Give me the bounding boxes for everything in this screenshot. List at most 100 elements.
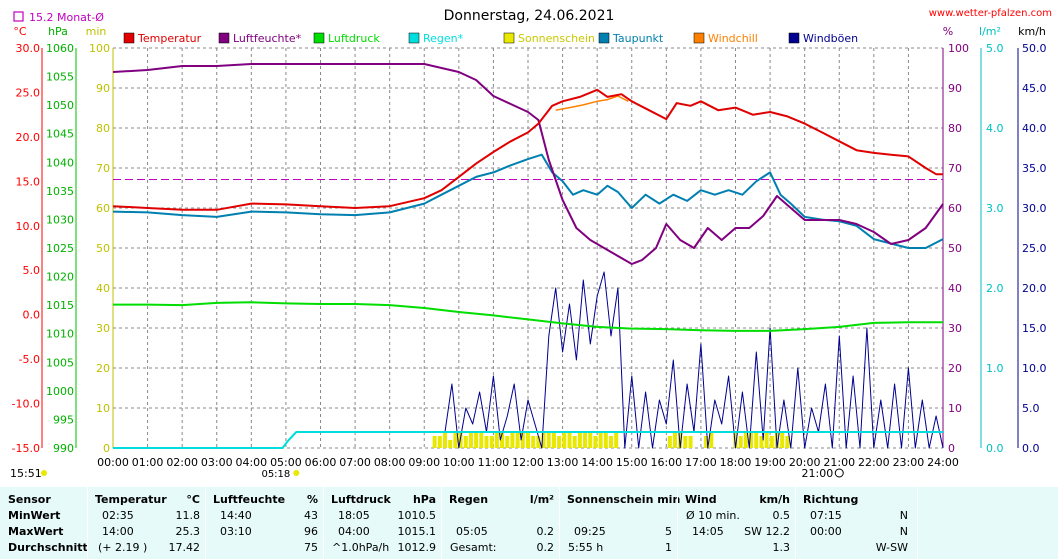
x-tick-label: 09:00 xyxy=(408,456,440,469)
temperatur-max-time: 14:00 xyxy=(102,525,134,538)
sunshine-bar xyxy=(688,436,693,448)
legend-label: Luftdruck xyxy=(328,32,380,45)
wind-unit: km/h xyxy=(759,493,790,506)
sunshine-bar xyxy=(515,432,520,448)
luftdruck-column: Luftdruck hPa 18:05 1010.5 04:00 1015.1 … xyxy=(323,487,442,559)
sunshine-bar xyxy=(551,432,556,448)
luftfeuchte-min-value: 43 xyxy=(304,509,318,522)
sunshine-bar xyxy=(500,432,505,448)
sunset-label: 21:00 xyxy=(802,467,834,480)
x-tick-label: 23:00 xyxy=(893,456,925,469)
legend-label: Taupunkt xyxy=(612,32,664,45)
rain-unit-label: l/m² xyxy=(979,25,1001,38)
pressure-unit-label: hPa xyxy=(48,25,68,38)
x-tick-label: 20:00 xyxy=(789,456,821,469)
sunshine-bar xyxy=(603,432,608,448)
minutes-tick-label: 20 xyxy=(96,362,110,375)
sunshine-bar xyxy=(468,432,473,448)
legend-swatch xyxy=(123,32,135,44)
x-tick-label: 18:00 xyxy=(720,456,752,469)
minutes-tick-label: 70 xyxy=(96,162,110,175)
wind-tick-label: 20.0 xyxy=(1022,282,1047,295)
minutes-tick-label: 0 xyxy=(103,442,110,455)
humidity-tick-label: 20 xyxy=(948,362,962,375)
minutes-tick-label: 10 xyxy=(96,402,110,415)
x-tick-label: 01:00 xyxy=(132,456,164,469)
x-tick-label: 21:00 xyxy=(823,456,855,469)
pressure-tick-label: 1010 xyxy=(46,328,74,341)
luftfeuchte-max-time: 03:10 xyxy=(220,525,252,538)
sunshine-bar xyxy=(432,436,437,448)
sunshine-bar xyxy=(583,432,588,448)
temp-tick-label: 20.0 xyxy=(16,131,41,144)
richtung-avg-value: W-SW xyxy=(875,541,908,554)
x-tick-label: 13:00 xyxy=(547,456,579,469)
temp-tick-label: 25.0 xyxy=(16,86,41,99)
pressure-tick-label: 1015 xyxy=(46,299,74,312)
sunshine-bar xyxy=(764,432,769,448)
humidity-tick-label: 50 xyxy=(948,242,962,255)
sunshine-bar xyxy=(494,432,499,448)
legend-swatch xyxy=(313,32,325,44)
sunshine-bar xyxy=(453,432,458,448)
rain-tick-label: 5.0 xyxy=(986,42,1004,55)
sunshine-bar xyxy=(448,440,453,448)
sonne-max-value: 5 xyxy=(665,525,672,538)
chart-title: Donnerstag, 24.06.2021 xyxy=(444,8,615,24)
richtung-header: Richtung xyxy=(803,493,859,506)
x-tick-label: 10:00 xyxy=(443,456,475,469)
luftfeuchte-min-time: 14:40 xyxy=(220,509,252,522)
sunshine-bar xyxy=(743,432,748,448)
sunset-moon-icon xyxy=(834,468,844,478)
humidity-tick-label: 70 xyxy=(948,162,962,175)
sunshine-bar xyxy=(593,436,598,448)
legend-label: Temperatur xyxy=(137,32,202,45)
wind-tick-label: 35.0 xyxy=(1022,162,1047,175)
luftdruck-min-value: 1010.5 xyxy=(397,509,437,522)
source-label: www.wetter-pfalzen.com xyxy=(929,8,1052,19)
stats-empty-column xyxy=(917,487,1058,559)
regen-unit: l/m² xyxy=(529,493,554,506)
sunshine-bar xyxy=(443,432,447,448)
wind-avg10-value: 0.5 xyxy=(772,509,791,522)
x-tick-label: 03:00 xyxy=(201,456,233,469)
x-tick-label: 02:00 xyxy=(166,456,198,469)
legend-swatch xyxy=(503,32,515,44)
minutes-tick-label: 100 xyxy=(89,42,110,55)
regen-total-label: Gesamt: xyxy=(450,541,497,554)
regen-column: Regen l/m² 05:05 0.2 Gesamt: 0.2 xyxy=(441,487,560,559)
minutes-tick-label: 80 xyxy=(96,122,110,135)
humidity-tick-label: 80 xyxy=(948,122,962,135)
legend-swatch xyxy=(408,32,420,44)
sonne-header: Sonnenschein min xyxy=(567,493,681,506)
x-tick-label: 11:00 xyxy=(478,456,510,469)
legend-swatch xyxy=(693,32,705,44)
legend-label: Luftfeuchte* xyxy=(233,32,302,45)
humidity-unit-label: % xyxy=(943,25,953,38)
regen-max-value: 0.2 xyxy=(536,525,555,538)
pressure-tick-label: 1045 xyxy=(46,128,74,141)
temperatur-column: Temperatur °C 02:35 11.8 14:00 25.3 (+ 2… xyxy=(87,487,206,559)
temp-tick-label: -15.0 xyxy=(12,442,40,455)
temperatur-avg-extra: (+ 2.19 ) xyxy=(98,541,148,554)
legend-label: Windböen xyxy=(803,32,858,45)
sunshine-bar xyxy=(785,436,790,448)
x-tick-label: 05:00 xyxy=(270,456,302,469)
temp-tick-label: 10.0 xyxy=(16,220,41,233)
pressure-tick-label: 1000 xyxy=(46,385,74,398)
sunshine-bar xyxy=(733,432,738,448)
luftfeuchte-line xyxy=(112,63,944,265)
sunshine-bar xyxy=(510,432,515,448)
x-tick-label: 24:00 xyxy=(927,456,959,469)
x-tick-label: 00:00 xyxy=(97,456,129,469)
legend-label: Windchill xyxy=(708,32,758,45)
sunshine-bar xyxy=(526,432,530,448)
temperatur-unit: °C xyxy=(186,493,200,506)
legend-swatch xyxy=(598,32,610,44)
pressure-tick-label: 990 xyxy=(53,442,74,455)
temp-tick-label: 5.0 xyxy=(23,264,41,277)
rain-tick-label: 4.0 xyxy=(986,122,1004,135)
minutes-tick-label: 90 xyxy=(96,82,110,95)
sunshine-bar xyxy=(609,436,613,448)
windchill-line xyxy=(555,95,629,111)
